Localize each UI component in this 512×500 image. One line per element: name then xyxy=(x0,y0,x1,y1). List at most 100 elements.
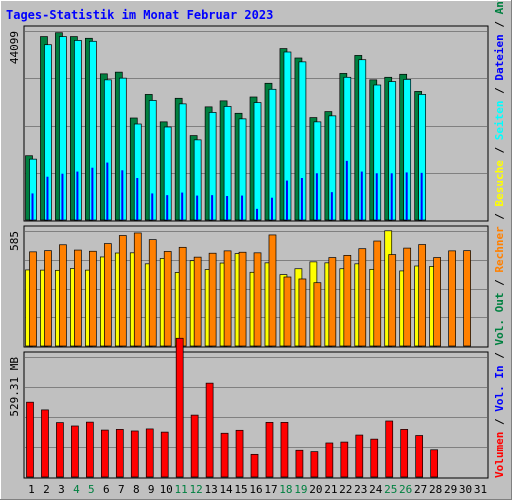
x-tick-label-day-22: 22 xyxy=(339,483,352,496)
bar-volumen-day-4 xyxy=(71,425,79,478)
x-tick-label-day-11: 11 xyxy=(175,483,188,496)
x-tick-label-day-27: 27 xyxy=(414,483,427,496)
side-legend-separator: / xyxy=(493,273,506,293)
bar-rechner-day-2 xyxy=(44,250,52,347)
bar-seiten-day-13 xyxy=(211,195,214,220)
bar-rechner-day-1 xyxy=(29,251,37,347)
chart-title: Tages-Statistik im Monat Februar 2023 xyxy=(6,8,273,22)
bar-seiten-day-24 xyxy=(375,173,378,220)
bar-rechner-day-16 xyxy=(253,252,262,347)
bar-volumen-day-3 xyxy=(56,422,64,478)
side-legend-separator: / xyxy=(493,140,506,160)
x-tick-label-day-1: 1 xyxy=(28,483,35,496)
bar-volumen-day-12 xyxy=(190,414,199,478)
bar-seiten-day-16 xyxy=(256,208,259,220)
bar-volumen-day-24 xyxy=(370,438,379,478)
x-tick-label-day-18: 18 xyxy=(279,483,292,496)
bar-seiten-day-7 xyxy=(121,170,124,220)
panel-requests: 44099 xyxy=(8,25,489,222)
x-tick-label-day-8: 8 xyxy=(133,483,140,496)
bar-rechner-day-18 xyxy=(283,276,292,347)
side-legend-item: Besuche xyxy=(493,160,506,207)
side-legend-item: Vol. In xyxy=(493,365,506,411)
bar-rechner-day-5 xyxy=(89,250,97,347)
bar-seiten-day-4 xyxy=(76,171,79,220)
bar-rechner-day-9 xyxy=(148,239,157,347)
bar-seiten-day-6 xyxy=(106,162,109,220)
x-tick-label-day-17: 17 xyxy=(264,483,277,496)
x-tick-label-day-15: 15 xyxy=(234,483,247,496)
bar-rechner-day-8 xyxy=(133,232,142,347)
bar-seiten-day-8 xyxy=(136,177,139,220)
bar-volumen-day-26 xyxy=(400,429,409,478)
bar-rechner-day-6 xyxy=(103,243,112,347)
bar-seiten-day-27 xyxy=(420,172,423,220)
x-tick-label-day-26: 26 xyxy=(399,483,412,496)
x-tick-label-day-5: 5 xyxy=(88,483,95,496)
bar-rechner-day-29 xyxy=(448,250,456,347)
bar-seiten-day-18 xyxy=(285,180,288,220)
bar-seiten-day-23 xyxy=(360,171,363,220)
bar-rechner-day-10 xyxy=(163,251,172,347)
bar-seiten-day-12 xyxy=(196,195,199,220)
bar-volumen-day-17 xyxy=(265,422,274,478)
x-tick-label-day-4: 4 xyxy=(73,483,80,496)
bar-volumen-day-8 xyxy=(130,430,139,478)
side-legend-separator: / xyxy=(493,206,506,226)
x-tick-label-day-30: 30 xyxy=(459,483,472,496)
x-tick-label-day-19: 19 xyxy=(294,483,307,496)
panel-visits: 585 xyxy=(8,225,489,348)
bar-rechner-day-24 xyxy=(373,240,382,347)
bar-rechner-day-11 xyxy=(178,246,187,347)
bar-rechner-day-15 xyxy=(238,251,247,347)
bar-volumen-day-13 xyxy=(205,382,214,478)
bar-seiten-day-11 xyxy=(181,192,184,220)
bar-volumen-day-10 xyxy=(160,431,169,478)
bar-rechner-day-20 xyxy=(313,282,322,347)
bar-dateien-day-16 xyxy=(253,102,262,221)
bar-seiten-day-17 xyxy=(270,197,273,220)
x-axis-day-labels: 1 2 3 4 5 6 7 8 9 10 11 12 13 14 15 16 17 18 19 20 21 22 23 24 2… xyxy=(28,483,487,496)
x-tick-label-day-2: 2 xyxy=(43,483,50,496)
bar-rechner-day-13 xyxy=(208,252,217,347)
bar-rechner-day-23 xyxy=(358,248,367,347)
bar-rechner-day-21 xyxy=(328,257,337,347)
bar-seiten-day-9 xyxy=(151,193,154,220)
bar-volumen-day-25 xyxy=(385,420,394,478)
x-tick-label-day-16: 16 xyxy=(249,483,262,496)
x-tick-label-day-12: 12 xyxy=(190,483,203,496)
bar-rechner-day-25 xyxy=(388,254,397,347)
bar-rechner-day-3 xyxy=(59,244,67,347)
side-legend-item: Dateien xyxy=(493,34,506,80)
x-tick-label-day-21: 21 xyxy=(324,483,337,496)
bar-seiten-day-1 xyxy=(31,193,34,220)
bar-seiten-day-10 xyxy=(166,195,169,220)
x-tick-label-day-6: 6 xyxy=(103,483,110,496)
bar-rechner-day-12 xyxy=(193,256,202,347)
side-legend-item: Rechner xyxy=(493,226,506,273)
bar-seiten-day-14 xyxy=(226,195,229,220)
chart-panels: 44099 585 529.31 MB xyxy=(8,25,489,479)
bar-rechner-day-14 xyxy=(223,250,232,347)
bar-volumen-day-1 xyxy=(26,401,34,478)
bar-rechner-day-17 xyxy=(268,234,277,347)
y-max-label: 585 xyxy=(8,231,21,251)
bar-rechner-day-28 xyxy=(433,257,441,347)
bar-seiten-day-3 xyxy=(61,173,64,220)
x-tick-label-day-10: 10 xyxy=(160,483,173,496)
bar-volumen-day-21 xyxy=(325,442,334,478)
bar-rechner-day-4 xyxy=(74,249,82,347)
panel-volume: 529.31 MB xyxy=(8,337,489,479)
bar-volumen-day-18 xyxy=(280,422,289,478)
bar-seiten-day-5 xyxy=(91,167,94,220)
y-max-label: 529.31 MB xyxy=(8,357,21,417)
x-tick-label-day-25: 25 xyxy=(384,483,397,496)
bar-seiten-day-19 xyxy=(300,177,303,220)
bar-seiten-day-2 xyxy=(46,176,49,220)
bar-rechner-day-19 xyxy=(298,278,307,347)
side-legend: Volumen / Vol. In / Vol. Out / Rechner /… xyxy=(493,0,506,478)
y-max-label: 44099 xyxy=(8,31,21,64)
side-legend-item: Anfragen xyxy=(493,0,506,14)
bar-volumen-day-9 xyxy=(145,428,154,478)
